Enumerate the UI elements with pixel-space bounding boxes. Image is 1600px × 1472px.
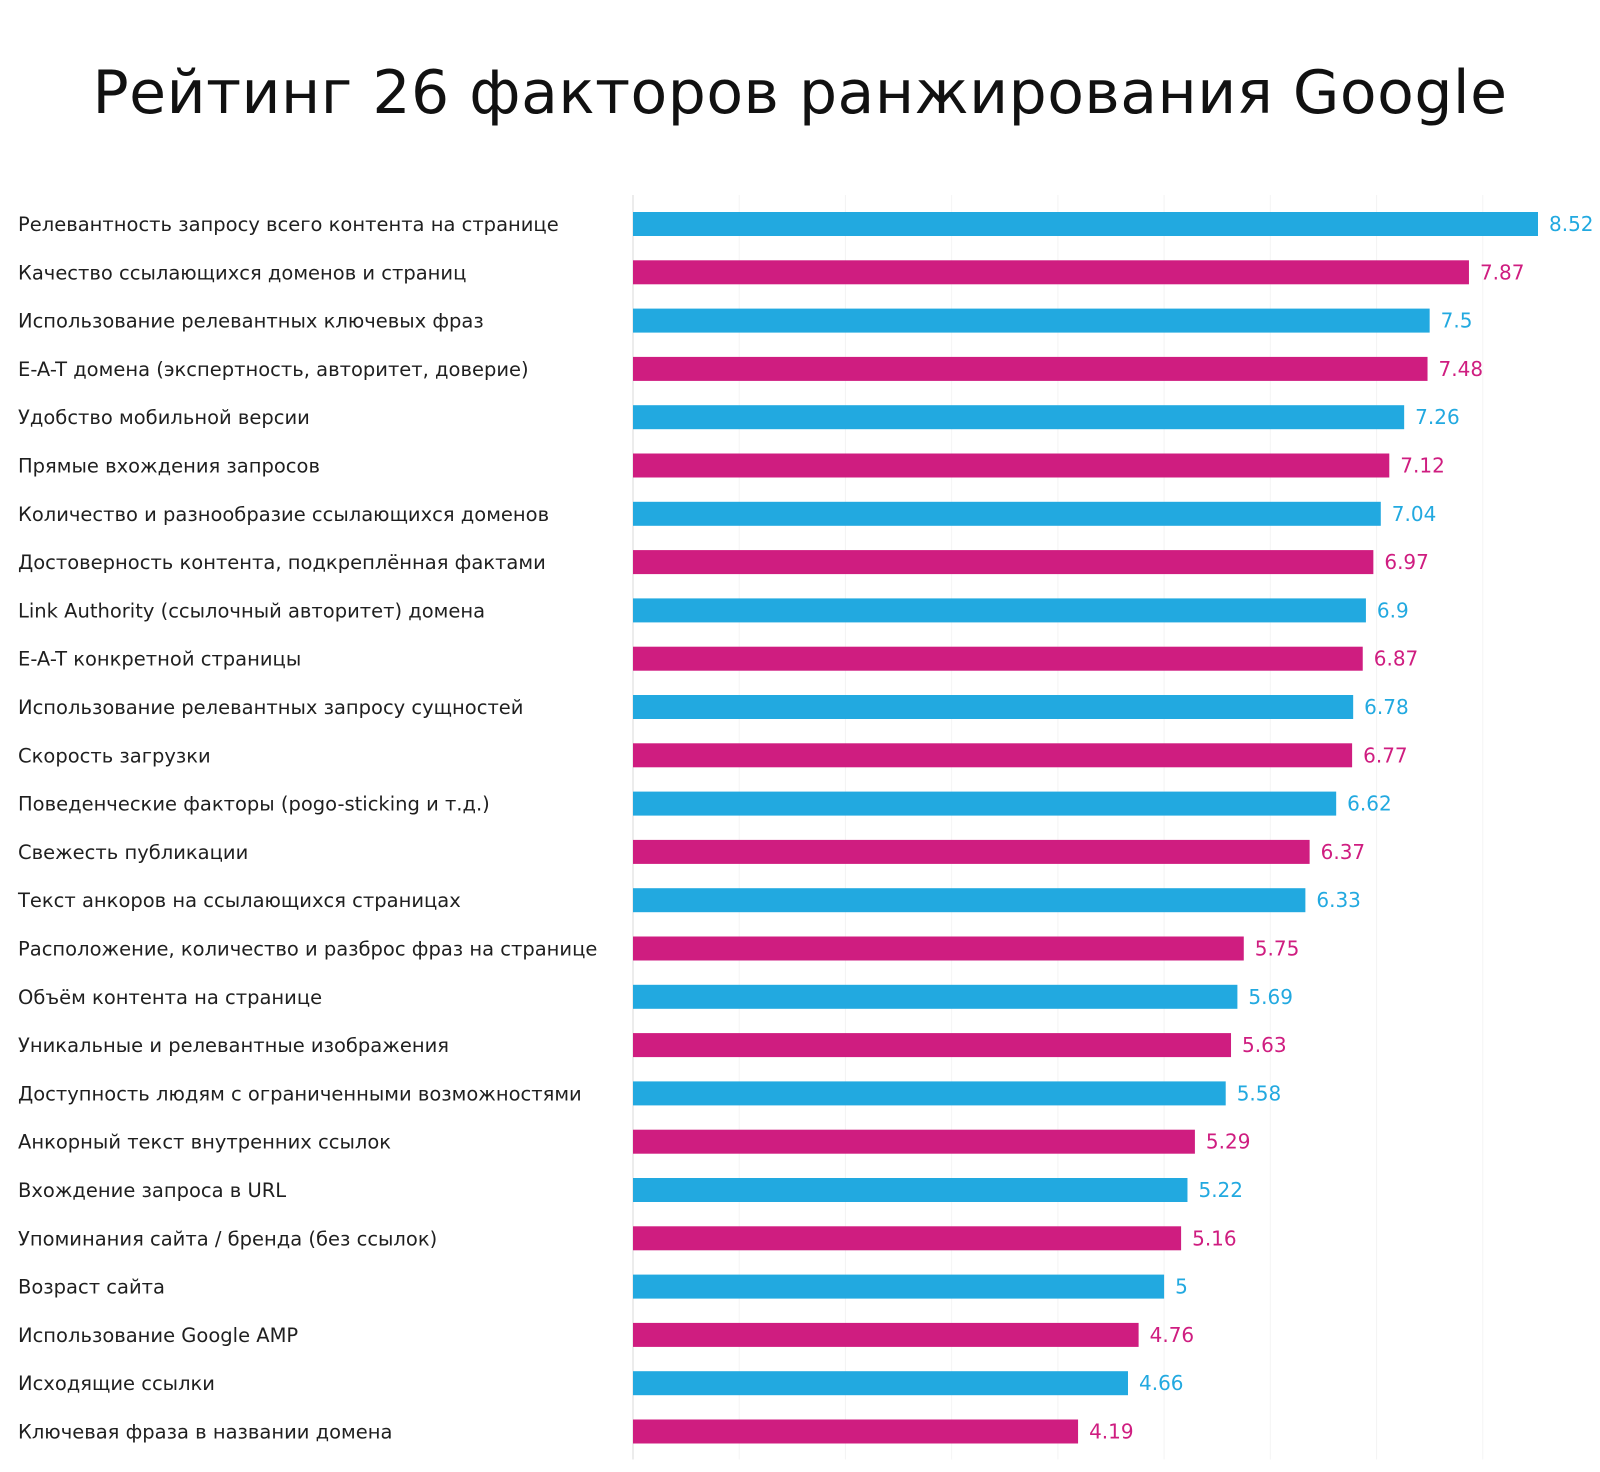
bar <box>633 1371 1128 1396</box>
category-label: Объём контента на странице <box>18 986 322 1009</box>
value-label: 5.75 <box>1255 937 1300 961</box>
bar <box>633 1033 1232 1058</box>
bar <box>633 598 1366 623</box>
bar <box>633 356 1428 381</box>
category-label: Доступность людям с ограниченными возмож… <box>18 1082 582 1105</box>
category-label: E-A-T конкретной страницы <box>18 648 301 671</box>
category-label: Удобство мобильной версии <box>18 406 310 429</box>
value-label: 6.9 <box>1377 598 1409 622</box>
value-label: 4.66 <box>1139 1371 1184 1395</box>
category-label: Свежесть публикации <box>18 841 248 864</box>
category-label: Использование релевантных ключевых фраз <box>18 310 484 333</box>
value-label: 5 <box>1175 1275 1188 1299</box>
bar <box>633 984 1238 1009</box>
value-label: 7.5 <box>1441 309 1473 333</box>
category-label: Поведенческие факторы (pogo-sticking и т… <box>18 793 490 816</box>
bar <box>633 1129 1195 1154</box>
category-label: Релевантность запросу всего контента на … <box>18 213 559 236</box>
value-label: 6.62 <box>1347 792 1392 816</box>
bar <box>633 260 1469 285</box>
value-label: 5.69 <box>1248 985 1293 1009</box>
bar <box>633 405 1405 430</box>
category-label: Скорость загрузки <box>18 744 211 767</box>
bar <box>633 212 1538 236</box>
value-label: 5.22 <box>1198 1178 1243 1202</box>
bar <box>633 1081 1226 1106</box>
category-label: Достоверность контента, подкреплённая фа… <box>18 551 546 574</box>
bar <box>633 695 1354 719</box>
bar <box>633 1322 1139 1347</box>
value-label: 5.58 <box>1237 1081 1282 1105</box>
value-label: 7.12 <box>1400 454 1445 478</box>
bar <box>633 308 1430 333</box>
value-label: 4.76 <box>1150 1323 1195 1347</box>
chart-title: Рейтинг 26 факторов ранжирования Google <box>92 58 1508 128</box>
category-label: Link Authority (ссылочный авторитет) дом… <box>18 599 485 622</box>
value-label: 8.52 <box>1549 212 1594 236</box>
category-label: E-A-T домена (экспертность, авторитет, д… <box>18 358 529 381</box>
category-label: Прямые вхождения запросов <box>18 455 320 478</box>
category-label: Уникальные и релевантные изображения <box>18 1034 449 1057</box>
value-label: 6.97 <box>1384 550 1429 574</box>
value-label: 7.48 <box>1439 357 1484 381</box>
category-label: Исходящие ссылки <box>18 1372 215 1395</box>
value-label: 5.16 <box>1192 1226 1237 1250</box>
value-label: 6.87 <box>1374 647 1419 671</box>
category-label: Использование Google AMP <box>18 1324 298 1347</box>
bar <box>633 550 1374 575</box>
bar <box>633 839 1310 864</box>
category-label: Ключевая фраза в названии домена <box>18 1421 392 1444</box>
bar <box>633 936 1244 961</box>
category-label: Анкорный текст внутренних ссылок <box>18 1131 391 1154</box>
category-label: Упоминания сайта / бренда (без ссылок) <box>18 1227 437 1250</box>
value-label: 6.33 <box>1316 888 1361 912</box>
category-label: Возраст сайта <box>18 1276 165 1299</box>
value-label: 7.04 <box>1392 502 1437 526</box>
category-label: Качество ссылающихся доменов и страниц <box>18 261 466 284</box>
category-label: Вхождение запроса в URL <box>18 1179 286 1202</box>
bar <box>633 646 1363 671</box>
value-label: 7.87 <box>1480 260 1525 284</box>
value-label: 6.77 <box>1363 743 1408 767</box>
bar <box>633 453 1390 478</box>
bar <box>633 1419 1079 1444</box>
category-label: Количество и разнообразие ссылающихся до… <box>18 503 549 526</box>
category-label: Использование релевантных запросу сущнос… <box>18 696 523 719</box>
value-label: 5.29 <box>1206 1130 1251 1154</box>
bar <box>633 1274 1165 1299</box>
bar <box>633 501 1381 526</box>
value-label: 7.26 <box>1415 405 1460 429</box>
bar <box>633 791 1337 816</box>
bar <box>633 1178 1188 1202</box>
bar <box>633 888 1306 913</box>
bar <box>633 743 1353 768</box>
value-label: 6.78 <box>1364 695 1409 719</box>
value-label: 4.19 <box>1089 1420 1134 1444</box>
value-label: 5.63 <box>1242 1033 1287 1057</box>
value-label: 6.37 <box>1321 840 1366 864</box>
category-label: Расположение, количество и разброс фраз … <box>18 938 597 961</box>
category-label: Текст анкоров на ссылающихся страницах <box>17 889 461 912</box>
bar <box>633 1226 1182 1251</box>
